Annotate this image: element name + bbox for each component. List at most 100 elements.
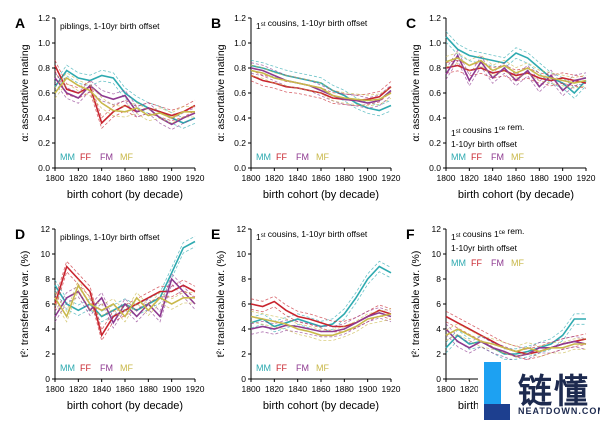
x-tick-label: 1920 [382, 173, 401, 183]
legend-ff: FF [80, 152, 91, 162]
legend-mm: MM [60, 152, 75, 162]
series-mf-lower-ci [54, 289, 195, 323]
series-ff-upper-ci [54, 60, 196, 119]
series-fm-upper-ci [54, 72, 196, 120]
series-mm-upper-ci [250, 260, 392, 322]
series-fm-upper-ci [250, 62, 392, 99]
panel-e: E 0 2 4 6 8 10 12 1800 1820 1840 1860 1880 1900 1920bi… [211, 224, 401, 412]
y-tick-label: 1.0 [38, 38, 50, 48]
series-ff-upper-ci [54, 260, 196, 331]
y-tick-label: 0.4 [234, 113, 246, 123]
y-tick-label: 10 [237, 249, 247, 259]
y-axis-label: α: assortative mating [19, 44, 31, 141]
x-tick-label: 1800 [242, 173, 261, 183]
y-tick-label: 6 [45, 299, 50, 309]
series-fm-upper-ci [250, 307, 392, 327]
x-tick-label: 1800 [46, 173, 65, 183]
x-tick-label: 1820 [265, 173, 284, 183]
x-tick-label: 1820 [460, 173, 479, 183]
watermark-text: 链懂 [518, 372, 590, 412]
y-tick-label: 0.2 [38, 138, 50, 148]
y-tick-label: 10 [41, 249, 51, 259]
y-tick-label: 0 [436, 374, 441, 384]
y-tick-label: 8 [436, 274, 441, 284]
watermark-url: NEATDOWN.COM [518, 406, 600, 416]
y-tick-label: 10 [432, 249, 442, 259]
legend-mm: MM [451, 152, 466, 162]
series-mf-line [445, 328, 586, 353]
y-tick-label: 0.8 [234, 63, 246, 73]
x-tick-label: 1820 [265, 384, 284, 394]
x-tick-label: 1840 [92, 173, 111, 183]
x-tick-label: 1800 [437, 173, 456, 183]
panel-letter: A [15, 15, 25, 31]
panel-c: C 0.0 0.2 0.4 0.6 0.8 1.0 1.2 1800 1820 1840 1860 18… [406, 13, 596, 201]
series-mf-upper-ci [445, 323, 586, 347]
series-fm-line [54, 77, 196, 126]
y-tick-label: 2 [241, 349, 246, 359]
y-axis-label: α: assortative mating [410, 44, 422, 141]
series-mf-lower-ci [250, 318, 392, 341]
chart-title: 1st cousins 1ce rem. [451, 226, 524, 242]
chart-title: 1st cousins 1ce rem. [451, 122, 524, 138]
legend-ff: FF [276, 363, 287, 373]
chart-title: 1st cousins, 1-10yr birth offset [256, 18, 368, 31]
x-tick-label: 1860 [507, 173, 526, 183]
panel-b: B 0.0 0.2 0.4 0.6 0.8 1.0 1.2 1800 1820 1840 1860 18… [211, 13, 401, 201]
y-tick-label: 6 [436, 299, 441, 309]
series-mm-lower-ci [445, 323, 586, 360]
y-tick-label: 0.6 [429, 88, 441, 98]
y-tick-label: 2 [436, 349, 441, 359]
y-tick-label: 8 [45, 274, 50, 284]
y-tick-label: 0 [241, 374, 246, 384]
panel-letter: F [406, 226, 415, 242]
series-mf-line [250, 69, 392, 102]
series-ff-lower-ci [445, 70, 587, 89]
y-tick-label: 0.6 [234, 88, 246, 98]
chart-title-line2: 1-10yr birth offset [451, 139, 518, 149]
chart-title: 1st cousins, 1-10yr birth offset [256, 229, 368, 242]
legend-mm: MM [451, 258, 466, 268]
x-tick-label: 1880 [335, 384, 354, 394]
chart-title: piblings, 1-10yr birth offset [60, 232, 160, 242]
series-mf-lower-ci [54, 82, 195, 124]
y-tick-label: 0.0 [234, 163, 246, 173]
series-mf-lower-ci [445, 62, 587, 89]
panel-letter: D [15, 226, 25, 242]
x-tick-label: 1900 [162, 384, 181, 394]
series-mm-lower-ci [445, 41, 587, 99]
panel-letter: E [211, 226, 220, 242]
y-tick-label: 0.6 [38, 88, 50, 98]
panel-letter: B [211, 15, 221, 31]
x-axis-label: birth cohort (by decade) [263, 400, 379, 412]
y-tick-label: 1.0 [429, 38, 441, 48]
panel-a: A 0.0 0.2 0.4 0.6 0.8 1.0 1.2 1800 1820 1840 1860 18… [15, 13, 205, 201]
y-tick-label: 0.4 [38, 113, 50, 123]
x-tick-label: 1900 [553, 173, 572, 183]
series-ff-lower-ci [250, 80, 392, 107]
legend-fm: FM [491, 258, 504, 268]
series-fm-lower-ci [250, 317, 392, 338]
series-mm-lower-ci [54, 75, 196, 129]
legend-mf: MF [120, 152, 133, 162]
series-ff-line [54, 264, 196, 338]
x-tick-label: 1820 [69, 173, 88, 183]
series-mf-line [54, 283, 195, 319]
legend-fm: FM [491, 152, 504, 162]
legend-ff: FF [80, 363, 91, 373]
y-tick-label: 1.2 [38, 13, 50, 23]
legend-fm: FM [296, 363, 309, 373]
series-fm-line [250, 67, 392, 104]
series-fm-lower-ci [54, 283, 196, 329]
series-mm-upper-ci [54, 235, 196, 312]
chart-title: piblings, 1-10yr birth offset [60, 21, 160, 31]
series-mf-lower-ci [445, 333, 586, 358]
series-mm-line [445, 318, 586, 355]
watermark-logo: 链懂 NEATDOWN.COM [478, 360, 600, 427]
x-tick-label: 1820 [460, 384, 479, 394]
x-tick-label: 1800 [242, 384, 261, 394]
legend-mf: MF [316, 363, 329, 373]
legend-mf: MF [511, 258, 524, 268]
y-tick-label: 0.0 [38, 163, 50, 173]
